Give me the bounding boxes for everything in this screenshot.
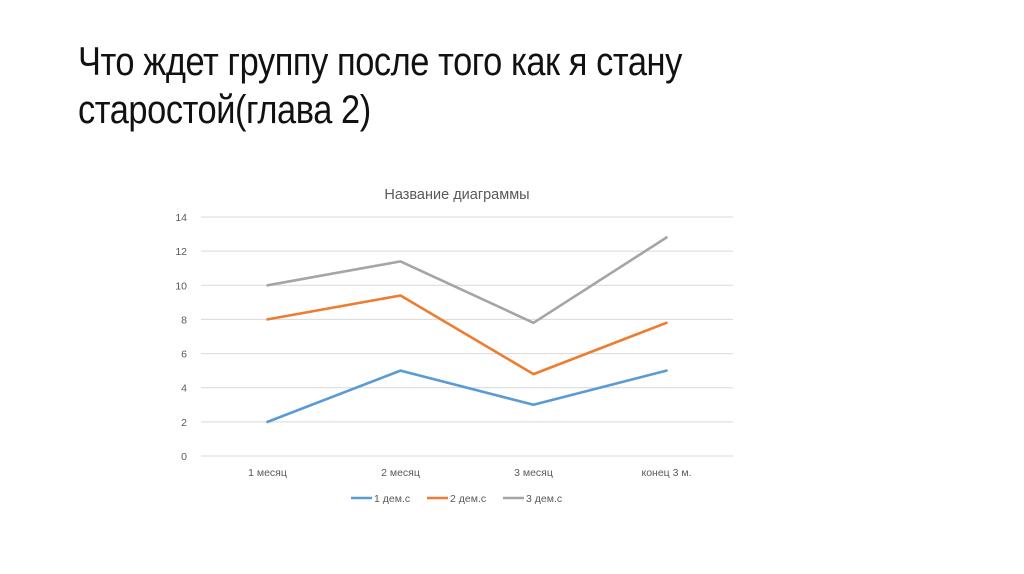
y-axis-labels: 0 2 4 6 8 10 12 14 [175, 212, 187, 463]
y-tick-label: 2 [181, 417, 187, 429]
chart-title: Название диаграммы [384, 187, 529, 203]
gridlines [201, 216, 733, 457]
y-tick-label: 10 [175, 280, 187, 292]
y-tick-label: 0 [181, 451, 187, 463]
series-line [266, 294, 668, 376]
legend: 1 дем.c 2 дем.c 3 дем.c [351, 493, 562, 505]
legend-label: 1 дем.c [374, 493, 410, 505]
series-line [266, 369, 668, 424]
x-axis-labels: 1 месяц 2 месяц 3 месяц конец 3 м. [248, 467, 691, 479]
x-tick-label: конец 3 м. [641, 467, 691, 479]
slide-title-line-1: Что ждет группу после того как я стану [78, 40, 682, 84]
legend-label: 2 дем.c [450, 493, 486, 505]
slide-title: Что ждет группу после того как я стану с… [78, 38, 835, 134]
legend-label: 3 дем.c [526, 493, 562, 505]
x-tick-label: 1 месяц [248, 467, 287, 479]
y-tick-label: 8 [181, 314, 187, 326]
slide-title-line-2: старостой(глава 2) [78, 88, 371, 132]
x-tick-label: 2 месяц [381, 467, 420, 479]
y-tick-label: 12 [175, 246, 187, 258]
y-tick-label: 14 [175, 212, 187, 224]
y-tick-label: 6 [181, 349, 187, 361]
series-lines [266, 236, 668, 424]
y-tick-label: 4 [181, 383, 187, 395]
series-line [266, 236, 668, 325]
x-tick-label: 3 месяц [514, 467, 553, 479]
